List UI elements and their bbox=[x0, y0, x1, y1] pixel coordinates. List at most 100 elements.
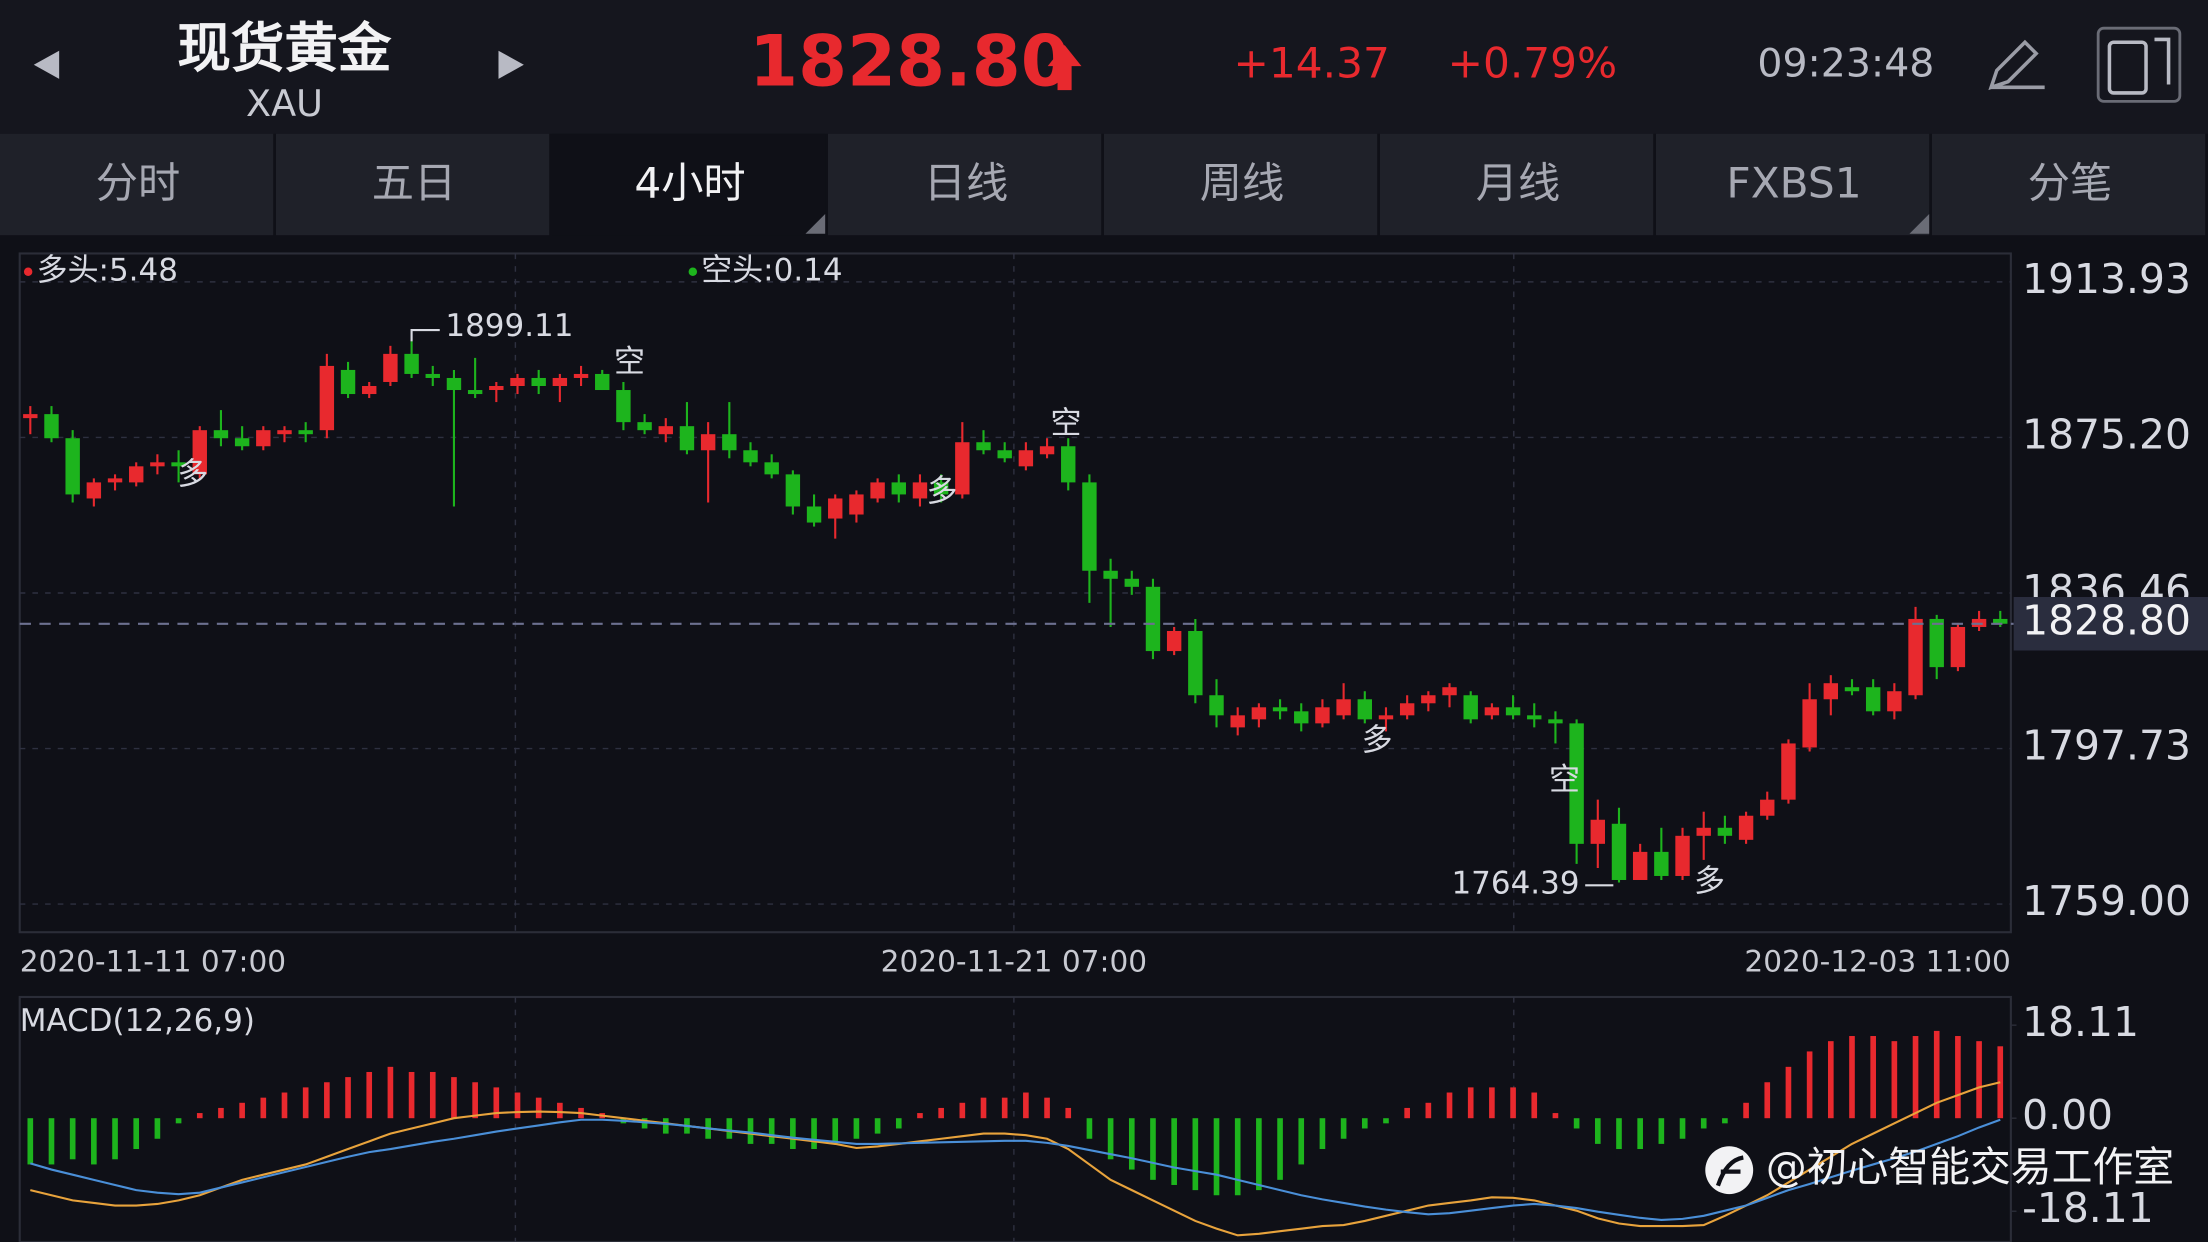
candle-body bbox=[86, 482, 102, 499]
macd-bar bbox=[48, 1118, 55, 1165]
macd-bar bbox=[917, 1113, 923, 1119]
candle-body bbox=[785, 474, 801, 507]
macd-bar bbox=[1933, 1030, 1940, 1119]
y-tick-label: 1913.93 bbox=[2022, 255, 2191, 303]
macd-bar bbox=[535, 1097, 542, 1119]
signal-label: 多 bbox=[1362, 723, 1393, 759]
candle-body bbox=[1103, 570, 1118, 579]
macd-bar bbox=[112, 1118, 118, 1160]
candle-body bbox=[1315, 707, 1330, 724]
tab[interactable] bbox=[1932, 133, 2206, 236]
macd-tick-label: -18.11 bbox=[2022, 1184, 2154, 1232]
watermark-logo-mark bbox=[1715, 1155, 1744, 1187]
macd-bar bbox=[154, 1118, 161, 1139]
tab-label: 分时 bbox=[96, 158, 180, 207]
macd-bar bbox=[1404, 1107, 1410, 1119]
macd-bar bbox=[1785, 1066, 1792, 1119]
tab[interactable] bbox=[1380, 133, 1654, 236]
macd-bar bbox=[1700, 1118, 1707, 1129]
macd-bar bbox=[302, 1087, 309, 1119]
candle-body bbox=[658, 426, 673, 435]
candle-body bbox=[1484, 707, 1500, 716]
candle-body bbox=[65, 438, 80, 495]
next-button[interactable] bbox=[498, 50, 524, 79]
candle-body bbox=[107, 478, 123, 483]
candle-body bbox=[1993, 618, 2008, 624]
macd-bar bbox=[1912, 1036, 1919, 1119]
macd-bar bbox=[366, 1071, 373, 1119]
tab[interactable] bbox=[552, 133, 826, 236]
candle-body bbox=[1590, 819, 1606, 844]
icon-frame bbox=[2096, 26, 2182, 103]
y-tick-label: 1797.73 bbox=[2022, 722, 2191, 770]
tab[interactable] bbox=[828, 133, 1102, 236]
candle-body bbox=[404, 353, 419, 374]
macd-bar bbox=[1065, 1107, 1072, 1119]
candle-body bbox=[340, 369, 356, 395]
macd-bar bbox=[472, 1082, 478, 1119]
candle-body bbox=[1209, 695, 1224, 716]
macd-bar bbox=[747, 1118, 754, 1144]
tab-corner bbox=[805, 214, 826, 234]
macd-bar bbox=[1976, 1041, 1982, 1119]
macd-bar bbox=[1722, 1118, 1728, 1124]
macd-bar bbox=[1171, 1118, 1177, 1185]
macd-bar bbox=[27, 1118, 34, 1165]
tab[interactable] bbox=[1104, 133, 1378, 236]
candle-body bbox=[1738, 815, 1754, 840]
macd-tick-label: 18.11 bbox=[2022, 998, 2139, 1046]
macd-bar bbox=[832, 1118, 839, 1144]
legend-label: 多头:5.48 bbox=[37, 252, 178, 288]
macd-bar bbox=[1594, 1118, 1601, 1144]
instrument-title: 现货黄金 bbox=[177, 17, 391, 80]
macd-bar bbox=[1298, 1118, 1305, 1165]
candle-body bbox=[531, 377, 546, 387]
macd-dea-line bbox=[30, 1118, 2001, 1221]
macd-bar bbox=[874, 1118, 881, 1134]
price-change-pct: +0.79% bbox=[1448, 39, 1618, 88]
macd-bar bbox=[1510, 1087, 1516, 1119]
max-label: 1899.11 bbox=[445, 308, 573, 344]
draw-icon[interactable] bbox=[1988, 39, 2045, 91]
tab[interactable] bbox=[276, 133, 550, 236]
tab[interactable] bbox=[1656, 133, 1930, 236]
candle-body bbox=[1336, 699, 1351, 716]
watermark: @初心智能交易工作室 bbox=[1705, 1143, 2174, 1195]
price-change: +14.37 bbox=[1234, 39, 1390, 88]
tab[interactable] bbox=[0, 133, 274, 236]
macd-bar bbox=[239, 1102, 245, 1119]
macd-bar bbox=[514, 1092, 521, 1119]
candle-body bbox=[1357, 699, 1372, 720]
macd-bar bbox=[1764, 1082, 1771, 1119]
tab-label: 分笔 bbox=[2028, 158, 2112, 207]
macd-frame bbox=[18, 995, 2012, 1242]
macd-bar bbox=[196, 1113, 203, 1119]
candle-body bbox=[171, 462, 186, 467]
candle-body bbox=[1548, 719, 1563, 724]
signal-label: 多 bbox=[177, 456, 208, 492]
candle-body bbox=[129, 466, 144, 483]
candle-body bbox=[1061, 446, 1076, 483]
rotate-icon[interactable] bbox=[2096, 26, 2182, 103]
macd-bar bbox=[1573, 1118, 1580, 1129]
price: 1828.80 bbox=[749, 21, 1070, 103]
macd-bar bbox=[790, 1118, 796, 1150]
tab-label: 五日 bbox=[372, 158, 456, 207]
candle-body bbox=[700, 434, 716, 451]
candle-body bbox=[298, 430, 313, 435]
candle-body bbox=[1124, 578, 1139, 587]
instrument-symbol: XAU bbox=[246, 82, 323, 125]
macd-bar bbox=[1891, 1041, 1898, 1119]
macd-bar bbox=[1446, 1092, 1453, 1119]
x-label: 2020-12-03 11:00 bbox=[1744, 945, 2010, 979]
macd-bar bbox=[1827, 1041, 1834, 1119]
macd-bar bbox=[1213, 1118, 1220, 1196]
candle-body bbox=[1251, 707, 1267, 720]
watermark-text: @初心智能交易工作室 bbox=[1766, 1143, 2174, 1191]
candle-body bbox=[1760, 799, 1775, 816]
prev-button[interactable] bbox=[33, 50, 60, 79]
tab-label: 月线 bbox=[1476, 158, 1560, 207]
macd-bar bbox=[175, 1118, 182, 1124]
candle-body bbox=[467, 390, 483, 395]
candle-body bbox=[1569, 723, 1584, 844]
